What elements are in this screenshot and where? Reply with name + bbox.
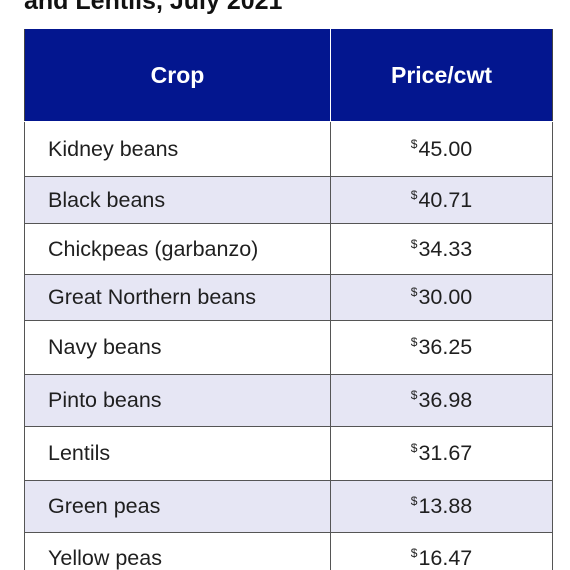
dollar-sign: $ (410, 441, 418, 455)
table-row: Yellow peas $16.47 (24, 532, 553, 570)
dollar-sign: $ (410, 546, 418, 560)
dollar-sign: $ (410, 136, 418, 151)
crop-cell: Great Northern beans (24, 274, 331, 321)
price-cell: $36.25 (330, 320, 553, 375)
crop-cell: Green peas (24, 480, 331, 533)
crop-cell: Pinto beans (24, 374, 331, 427)
price-value: 34.33 (418, 236, 473, 261)
table-row: Great Northern beans $30.00 (24, 274, 553, 321)
price-cell: $40.71 (330, 176, 553, 224)
price-cell: $16.47 (330, 532, 553, 570)
table-row: Pinto beans $36.98 (24, 374, 553, 427)
price-cell: $31.67 (330, 426, 553, 481)
price-value: 40.71 (418, 187, 473, 212)
dollar-sign: $ (410, 335, 418, 349)
table-title: and Lentils, July 2021 (24, 0, 283, 15)
price-value: 30.00 (418, 285, 473, 309)
crop-cell: Navy beans (24, 320, 331, 375)
crop-cell: Lentils (24, 426, 331, 481)
table-row: Navy beans $36.25 (24, 320, 553, 375)
dollar-sign: $ (410, 236, 418, 251)
table-row: Black beans $40.71 (24, 176, 553, 224)
header-crop: Crop (24, 29, 331, 122)
table-row: Kidney beans $45.00 (24, 121, 553, 177)
price-cell: $34.33 (330, 223, 553, 275)
price-value: 31.67 (418, 441, 473, 465)
price-cell: $30.00 (330, 274, 553, 321)
crop-cell: Kidney beans (24, 121, 331, 177)
dollar-sign: $ (410, 494, 418, 508)
header-row: Crop Price/cwt (24, 29, 553, 122)
dollar-sign: $ (410, 285, 418, 299)
table-row: Chickpeas (garbanzo) $34.33 (24, 223, 553, 275)
dollar-sign: $ (410, 388, 418, 402)
table-row: Green peas $13.88 (24, 480, 553, 533)
price-cell: $36.98 (330, 374, 553, 427)
crop-cell: Chickpeas (garbanzo) (24, 223, 331, 275)
price-table: Crop Price/cwt Kidney beans $45.00 Black… (24, 29, 553, 570)
price-value: 36.98 (418, 388, 473, 412)
crop-cell: Yellow peas (24, 532, 331, 570)
price-cell: $13.88 (330, 480, 553, 533)
price-value: 13.88 (418, 494, 473, 518)
crop-cell: Black beans (24, 176, 331, 224)
price-value: 45.00 (418, 136, 473, 161)
header-price: Price/cwt (330, 29, 553, 122)
price-cell: $45.00 (330, 121, 553, 177)
table-row: Lentils $31.67 (24, 426, 553, 481)
price-value: 16.47 (418, 546, 473, 570)
price-value: 36.25 (418, 335, 473, 359)
dollar-sign: $ (410, 187, 418, 202)
